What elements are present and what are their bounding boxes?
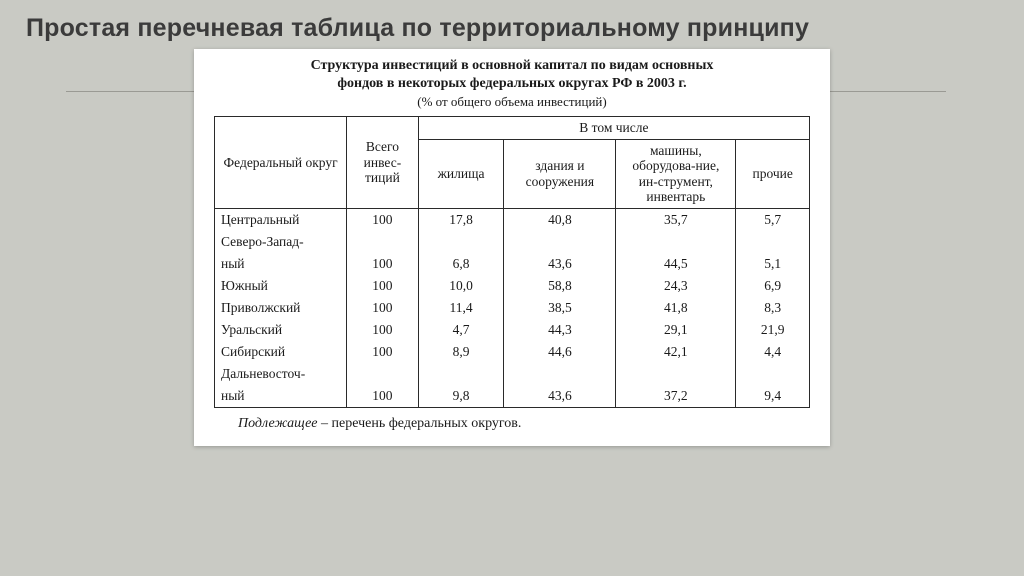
cell-total: 100 [347, 385, 419, 408]
table-row: Уральский1004,744,329,121,9 [215, 319, 810, 341]
cell-c1: 17,8 [418, 208, 504, 231]
cell-c2: 43,6 [504, 253, 616, 275]
table-row: Сибирский1008,944,642,14,4 [215, 341, 810, 363]
col-buildings: здания и сооружения [504, 139, 616, 208]
scan-panel: Структура инвестиций в основной капитал … [194, 49, 830, 446]
table-row: Дальневосточ- [215, 363, 810, 385]
cell-region: Южный [215, 275, 347, 297]
cell-region: Северо-Запад- [215, 231, 347, 253]
cell-c3: 35,7 [616, 208, 736, 231]
cell-region: Дальневосточ- [215, 363, 347, 385]
cell-region: Уральский [215, 319, 347, 341]
table-row: Южный10010,058,824,36,9 [215, 275, 810, 297]
cell-c3: 37,2 [616, 385, 736, 408]
cell-total: 100 [347, 297, 419, 319]
cell-region: Центральный [215, 208, 347, 231]
cell-total: 100 [347, 275, 419, 297]
table-row: ный1009,843,637,29,4 [215, 385, 810, 408]
cell-c4: 4,4 [736, 341, 810, 363]
cell-region: Сибирский [215, 341, 347, 363]
footnote-term: Подлежащее [238, 416, 318, 431]
table-caption: Структура инвестиций в основной капитал … [214, 57, 810, 92]
cell-c4: 6,9 [736, 275, 810, 297]
cell-c3: 44,5 [616, 253, 736, 275]
cell-total: 100 [347, 208, 419, 231]
table-row: Северо-Запад- [215, 231, 810, 253]
cell-c4: 5,1 [736, 253, 810, 275]
cell-c3: 24,3 [616, 275, 736, 297]
table-row: Центральный10017,840,835,75,7 [215, 208, 810, 231]
cell-c4: 8,3 [736, 297, 810, 319]
cell-c3: 29,1 [616, 319, 736, 341]
cell-c1: 4,7 [418, 319, 504, 341]
cell-region: Приволжский [215, 297, 347, 319]
footnote: Подлежащее – перечень федеральных округо… [238, 416, 810, 432]
cell-c4: 5,7 [736, 208, 810, 231]
cell-c2: 44,3 [504, 319, 616, 341]
cell-c1: 6,8 [418, 253, 504, 275]
cell-region: ный [215, 253, 347, 275]
cell-c1: 10,0 [418, 275, 504, 297]
cell-total: 100 [347, 253, 419, 275]
col-total: Всего инвес-тиций [347, 117, 419, 209]
table-subcaption: (% от общего объема инвестиций) [214, 94, 810, 110]
slide-title: Простая перечневая таблица по территориа… [26, 14, 998, 43]
cell-total: 100 [347, 341, 419, 363]
cell-c1: 8,9 [418, 341, 504, 363]
table-row: Приволжский10011,438,541,88,3 [215, 297, 810, 319]
slide: Простая перечневая таблица по территориа… [0, 0, 1024, 576]
col-region: Федеральный округ [215, 117, 347, 209]
cell-c1: 9,8 [418, 385, 504, 408]
cell-c2: 40,8 [504, 208, 616, 231]
cell-c2: 58,8 [504, 275, 616, 297]
cell-c4: 9,4 [736, 385, 810, 408]
cell-c2: 44,6 [504, 341, 616, 363]
footnote-rest: – перечень федеральных округов. [318, 416, 522, 431]
col-group: В том числе [418, 117, 809, 140]
cell-c1: 11,4 [418, 297, 504, 319]
table-row: ный1006,843,644,55,1 [215, 253, 810, 275]
col-other: прочие [736, 139, 810, 208]
caption-line-1: Структура инвестиций в основной капитал … [311, 58, 714, 73]
cell-c2: 38,5 [504, 297, 616, 319]
cell-region: ный [215, 385, 347, 408]
caption-line-2: фондов в некоторых федеральных округах Р… [337, 76, 686, 91]
cell-c3: 42,1 [616, 341, 736, 363]
cell-total: 100 [347, 319, 419, 341]
cell-c3: 41,8 [616, 297, 736, 319]
col-dwellings: жилища [418, 139, 504, 208]
cell-c4: 21,9 [736, 319, 810, 341]
table-body: Центральный10017,840,835,75,7Северо-Запа… [215, 208, 810, 407]
investment-table: Федеральный округ Всего инвес-тиций В то… [214, 116, 810, 408]
cell-c2: 43,6 [504, 385, 616, 408]
col-machinery: машины, оборудова-ние, ин-струмент, инве… [616, 139, 736, 208]
